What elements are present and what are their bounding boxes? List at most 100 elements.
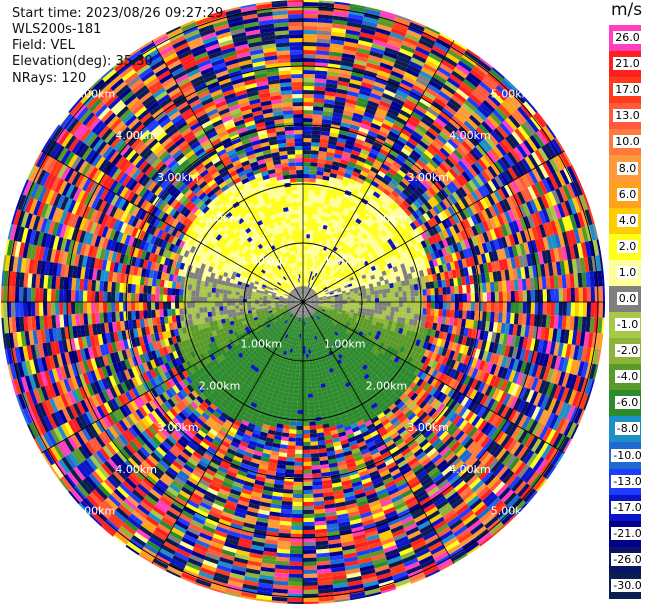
- velocity-gate: [440, 87, 454, 99]
- velocity-gate: [368, 240, 375, 247]
- velocity-gate: [582, 287, 587, 302]
- velocity-gate: [303, 230, 307, 235]
- velocity-gate: [314, 70, 328, 76]
- velocity-gate: [458, 285, 463, 294]
- velocity-gate: [387, 39, 402, 49]
- velocity-gate: [492, 145, 504, 159]
- velocity-gate: [409, 313, 415, 320]
- velocity-gate: [361, 119, 372, 127]
- velocity-gate: [336, 195, 344, 202]
- velocity-gate: [319, 219, 325, 225]
- velocity-gate: [298, 341, 301, 346]
- velocity-gate: [288, 573, 303, 578]
- velocity-gate: [381, 145, 391, 154]
- velocity-gate: [385, 156, 395, 165]
- velocity-gate: [414, 127, 426, 137]
- velocity-gate: [366, 155, 376, 164]
- velocity-gate: [523, 120, 536, 136]
- velocity-gate: [427, 198, 436, 208]
- velocity-gate: [387, 182, 397, 191]
- velocity-gate: [303, 597, 319, 602]
- velocity-gate: [442, 286, 447, 295]
- velocity-gate: [436, 150, 448, 161]
- velocity-gate: [307, 278, 310, 283]
- velocity-gate: [362, 115, 374, 123]
- velocity-gate: [303, 365, 307, 370]
- velocity-gate: [429, 80, 443, 91]
- velocity-gate: [466, 48, 481, 60]
- velocity-gate: [363, 194, 371, 202]
- velocity-gate: [466, 293, 471, 302]
- velocity-gate: [430, 196, 439, 206]
- velocity-gate: [360, 81, 374, 89]
- velocity-gate: [448, 168, 459, 179]
- velocity-gate: [373, 159, 383, 167]
- velocity-gate: [334, 96, 347, 103]
- velocity-gate: [385, 43, 401, 52]
- velocity-gate: [293, 485, 303, 490]
- velocity-gate: [378, 302, 383, 307]
- velocity-gate: [291, 521, 303, 526]
- velocity-gate: [410, 57, 425, 67]
- velocity-gate: [323, 103, 335, 109]
- velocity-gate: [500, 101, 515, 115]
- velocity-gate: [303, 194, 309, 199]
- velocity-gate: [402, 189, 411, 198]
- velocity-gate: [380, 58, 395, 67]
- velocity-gate: [312, 484, 323, 490]
- velocity-gate: [348, 178, 357, 186]
- velocity-gate: [390, 28, 407, 37]
- velocity-gate: [322, 224, 328, 230]
- velocity-gate: [431, 45, 447, 57]
- velocity-gate: [324, 159, 333, 166]
- velocity-gate: [320, 232, 326, 238]
- velocity-gate: [346, 135, 357, 143]
- velocity-gate: [407, 183, 417, 192]
- velocity-gate: [350, 224, 358, 231]
- velocity-gate: [430, 302, 435, 309]
- velocity-gate: [310, 373, 315, 378]
- velocity-gate: [331, 165, 340, 171]
- velocity-gate: [386, 196, 395, 204]
- velocity-gate: [404, 98, 417, 109]
- velocity-gate: [318, 280, 322, 285]
- velocity-gate: [303, 166, 311, 171]
- velocity-gate: [494, 302, 499, 313]
- velocity-gate: [303, 126, 313, 131]
- velocity-gate: [314, 74, 327, 80]
- velocity-gate: [325, 260, 330, 266]
- velocity-gate: [489, 148, 501, 161]
- velocity-gate: [303, 186, 310, 191]
- velocity-gate: [562, 302, 567, 316]
- velocity-gate: [303, 58, 316, 63]
- velocity-gate: [342, 238, 348, 244]
- velocity-gate: [353, 108, 365, 116]
- velocity-gate: [287, 445, 296, 450]
- velocity-gate: [303, 170, 310, 175]
- velocity-gate: [397, 51, 413, 61]
- velocity-gate: [586, 286, 591, 302]
- velocity-gate: [366, 291, 371, 296]
- velocity-gate: [306, 222, 312, 227]
- velocity-gate: [420, 35, 436, 46]
- velocity-gate: [305, 296, 309, 300]
- velocity-gate: [317, 285, 321, 289]
- velocity-gate: [318, 203, 324, 209]
- velocity-gate: [325, 87, 337, 93]
- velocity-gate: [483, 153, 494, 166]
- velocity-gate: [373, 228, 381, 236]
- velocity-gate: [289, 549, 303, 554]
- velocity-gate: [343, 193, 351, 200]
- velocity-gate: [464, 50, 480, 63]
- velocity-gate: [303, 142, 312, 147]
- velocity-gate: [303, 473, 313, 478]
- velocity-gate: [328, 267, 333, 273]
- velocity-gate: [382, 310, 387, 316]
- velocity-gate: [292, 361, 297, 366]
- velocity-gate: [578, 287, 583, 302]
- velocity-gate: [410, 20, 426, 28]
- velocity-gate: [380, 191, 389, 200]
- velocity-gate: [285, 461, 295, 466]
- velocity-gate: [344, 33, 360, 40]
- velocity-gate: [305, 345, 309, 350]
